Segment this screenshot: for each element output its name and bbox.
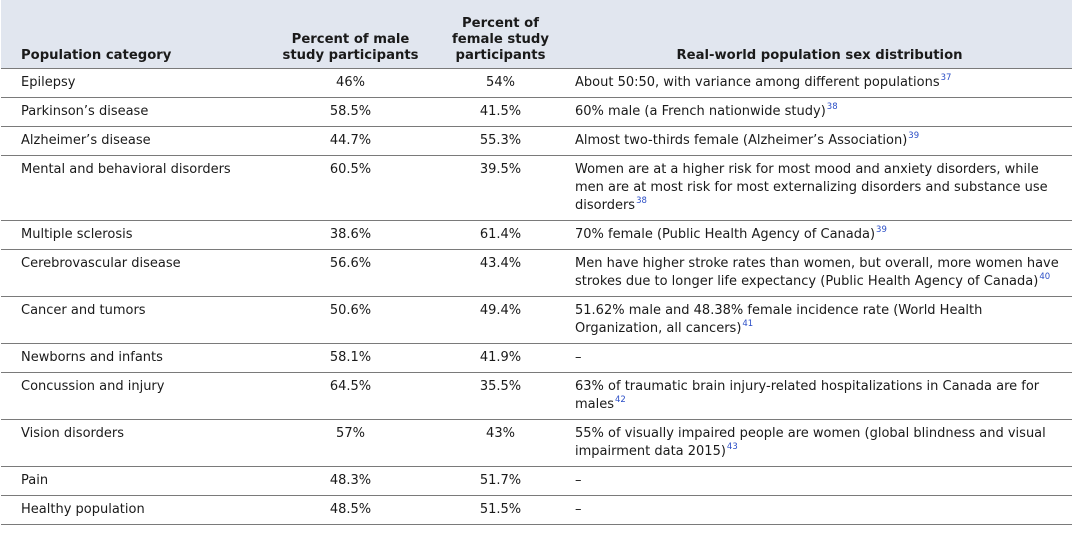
cell-percent-male: 38.6% bbox=[329, 226, 372, 242]
cell-percent-male: 64.5% bbox=[329, 378, 372, 394]
table-row: Cerebrovascular disease 56.6% 43.4% Men hav… bbox=[1, 249, 1072, 296]
table-row: Alzheimer’s disease 44.7% 55.3% Almost two-… bbox=[1, 126, 1072, 155]
cell-real-world-distribution: 55% of visually impaired people are wome… bbox=[567, 419, 1072, 466]
real-world-text: About 50:50, with variance among differe… bbox=[575, 74, 940, 90]
real-world-text: – bbox=[575, 472, 582, 488]
table-row: Mental and behavioral disorders 60.5% 39.5… bbox=[1, 155, 1072, 220]
cell-percent-male: 58.5% bbox=[329, 103, 372, 119]
cell-population-category: Alzheimer’s disease bbox=[21, 132, 151, 148]
cell-percent-female: 41.9% bbox=[479, 349, 522, 365]
table-row: Multiple sclerosis 38.6% 61.4% 70% female (… bbox=[1, 220, 1072, 249]
table-body: Epilepsy 46% 54% About 50:50, with variance… bbox=[1, 68, 1072, 524]
cell-population-category: Cancer and tumors bbox=[21, 302, 146, 318]
table-row: Concussion and injury 64.5% 35.5% 63% of tr… bbox=[1, 372, 1072, 419]
table-header: Population category Percent of male stud… bbox=[1, 0, 1072, 68]
cell-population-category: Mental and behavioral disorders bbox=[21, 161, 231, 177]
real-world-text: 60% male (a French nationwide study) bbox=[575, 103, 826, 119]
cell-percent-female: 61.4% bbox=[479, 226, 522, 242]
cell-percent-male: 44.7% bbox=[329, 132, 372, 148]
cell-percent-male: 48.3% bbox=[329, 472, 372, 488]
table-row: Pain 48.3% 51.7% – bbox=[1, 466, 1072, 495]
cell-real-world-distribution: – bbox=[567, 343, 1072, 372]
cell-real-world-distribution: 70% female (Public Health Agency of Cana… bbox=[567, 220, 1072, 249]
real-world-text: Men have higher stroke rates than women,… bbox=[575, 255, 1059, 289]
header-percent-female: Percent of female study participants bbox=[452, 15, 549, 63]
table-row: Vision disorders 57% 43% 55% of visually im… bbox=[1, 419, 1072, 466]
reference-link[interactable]: 39 bbox=[908, 130, 920, 141]
cell-percent-male: 60.5% bbox=[329, 161, 372, 177]
cell-percent-female: 39.5% bbox=[479, 161, 522, 177]
cell-real-world-distribution: 51.62% male and 48.38% female incidence … bbox=[567, 296, 1072, 343]
header-real-world-distribution: Real-world population sex distribution bbox=[676, 47, 963, 63]
cell-percent-male: 58.1% bbox=[329, 349, 372, 365]
cell-percent-female: 51.7% bbox=[479, 472, 522, 488]
header-row: Population category Percent of male stud… bbox=[1, 0, 1072, 68]
table-row: Healthy population 48.5% 51.5% – bbox=[1, 495, 1072, 524]
sex-distribution-table: Population category Percent of male stud… bbox=[1, 0, 1072, 525]
real-world-text: – bbox=[575, 349, 582, 365]
table-row: Newborns and infants 58.1% 41.9% – bbox=[1, 343, 1072, 372]
cell-percent-female: 49.4% bbox=[479, 302, 522, 318]
cell-population-category: Newborns and infants bbox=[21, 349, 163, 365]
cell-percent-female: 43% bbox=[486, 425, 515, 441]
cell-percent-male: 46% bbox=[336, 74, 365, 90]
table-row: Epilepsy 46% 54% About 50:50, with variance… bbox=[1, 68, 1072, 97]
cell-real-world-distribution: Almost two-thirds female (Alzheimer’s As… bbox=[567, 126, 1072, 155]
cell-population-category: Concussion and injury bbox=[21, 378, 165, 394]
cell-percent-female: 35.5% bbox=[479, 378, 522, 394]
cell-percent-female: 43.4% bbox=[479, 255, 522, 271]
reference-link[interactable]: 42 bbox=[615, 394, 626, 405]
cell-population-category: Parkinson’s disease bbox=[21, 103, 149, 119]
reference-link[interactable]: 38 bbox=[636, 195, 647, 206]
cell-percent-female: 51.5% bbox=[479, 501, 522, 517]
reference-link[interactable]: 37 bbox=[940, 72, 952, 83]
table-row: Cancer and tumors 50.6% 49.4% 51.62% male a… bbox=[1, 296, 1072, 343]
cell-population-category: Multiple sclerosis bbox=[21, 226, 133, 242]
cell-percent-male: 57% bbox=[336, 425, 365, 441]
reference-link[interactable]: 40 bbox=[1039, 271, 1051, 282]
real-world-text: Almost two-thirds female (Alzheimer’s As… bbox=[575, 132, 908, 148]
cell-population-category: Healthy population bbox=[21, 501, 145, 517]
reference-link[interactable]: 39 bbox=[876, 224, 887, 235]
reference-link[interactable]: 38 bbox=[826, 101, 838, 112]
reference-link[interactable]: 43 bbox=[726, 441, 738, 452]
cell-population-category: Pain bbox=[21, 472, 49, 488]
cell-real-world-distribution: About 50:50, with variance among differe… bbox=[567, 68, 1072, 97]
real-world-text: 51.62% male and 48.38% female incidence … bbox=[575, 302, 983, 336]
cell-real-world-distribution: – bbox=[567, 495, 1072, 524]
cell-real-world-distribution: 60% male (a French nationwide study)38 bbox=[567, 97, 1072, 126]
cell-percent-male: 50.6% bbox=[329, 302, 372, 318]
cell-population-category: Epilepsy bbox=[21, 74, 76, 90]
cell-percent-female: 55.3% bbox=[479, 132, 522, 148]
header-percent-male: Percent of male study participants bbox=[282, 31, 419, 63]
real-world-text: 63% of traumatic brain injury-related ho… bbox=[575, 378, 1040, 412]
cell-real-world-distribution: Men have higher stroke rates than women,… bbox=[567, 249, 1072, 296]
cell-percent-female: 54% bbox=[486, 74, 515, 90]
real-world-text: – bbox=[575, 501, 582, 517]
real-world-text: 70% female (Public Health Agency of Cana… bbox=[575, 226, 876, 242]
cell-percent-female: 41.5% bbox=[479, 103, 522, 119]
table-row: Parkinson’s disease 58.5% 41.5% 60% male (a… bbox=[1, 97, 1072, 126]
cell-real-world-distribution: – bbox=[567, 466, 1072, 495]
real-world-text: Women are at a higher risk for most mood… bbox=[575, 161, 1048, 213]
cell-percent-male: 48.5% bbox=[329, 501, 372, 517]
cell-real-world-distribution: Women are at a higher risk for most mood… bbox=[567, 155, 1072, 220]
cell-real-world-distribution: 63% of traumatic brain injury-related ho… bbox=[567, 372, 1072, 419]
header-population-category: Population category bbox=[21, 47, 172, 63]
reference-link[interactable]: 41 bbox=[742, 318, 754, 329]
cell-population-category: Vision disorders bbox=[21, 425, 125, 441]
cell-population-category: Cerebrovascular disease bbox=[21, 255, 181, 271]
real-world-text: 55% of visually impaired people are wome… bbox=[575, 425, 1046, 459]
cell-percent-male: 56.6% bbox=[329, 255, 372, 271]
